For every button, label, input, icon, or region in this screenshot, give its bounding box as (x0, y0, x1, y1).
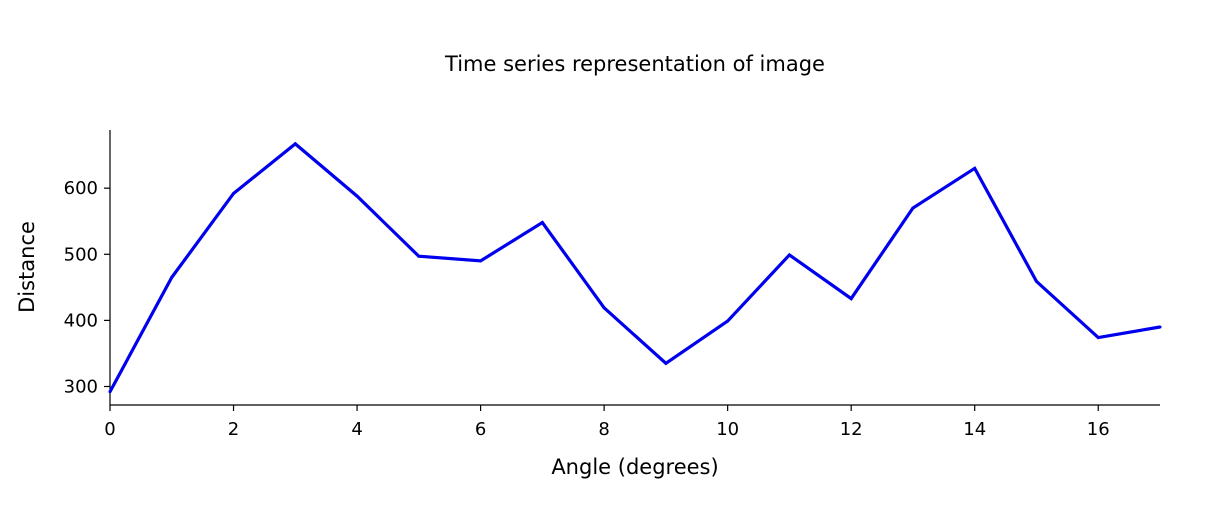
data-point (664, 361, 668, 365)
x-axis-ticks: 0 2 4 6 8 10 12 14 16 (104, 405, 1110, 440)
y-axis-ticks: 300 400 500 600 (64, 178, 110, 397)
data-point (479, 259, 483, 263)
data-point (602, 306, 606, 310)
data-point (417, 254, 421, 258)
y-tick-label: 600 (64, 178, 98, 199)
data-point (849, 297, 853, 301)
data-point (726, 319, 730, 323)
data-point (232, 191, 236, 195)
data-point (787, 253, 791, 257)
data-point (170, 275, 174, 279)
data-point (973, 166, 977, 170)
data-point (108, 390, 112, 394)
plot-area: 0 2 4 6 8 10 12 14 16 300 400 500 600 (64, 130, 1162, 440)
x-tick-label: 16 (1087, 419, 1110, 440)
x-tick-label: 12 (840, 419, 863, 440)
y-tick-label: 300 (64, 376, 98, 397)
data-point (540, 221, 544, 225)
x-tick-label: 6 (475, 419, 486, 440)
data-point (355, 194, 359, 198)
data-point (1096, 336, 1100, 340)
data-point (293, 142, 297, 146)
data-point (1034, 279, 1038, 283)
x-tick-label: 8 (598, 419, 609, 440)
data-point (1158, 325, 1162, 329)
data-point (911, 206, 915, 210)
x-tick-label: 4 (351, 419, 362, 440)
y-axis-label: Distance (15, 221, 39, 313)
x-tick-label: 10 (716, 419, 739, 440)
x-tick-label: 0 (104, 419, 115, 440)
y-tick-label: 500 (64, 244, 98, 265)
x-tick-label: 14 (963, 419, 986, 440)
series-line (108, 141, 1161, 393)
series-group (108, 141, 1162, 394)
x-axis-label: Angle (degrees) (551, 455, 718, 479)
chart-title: Time series representation of image (444, 52, 825, 76)
y-tick-label: 400 (64, 310, 98, 331)
x-tick-label: 2 (228, 419, 239, 440)
